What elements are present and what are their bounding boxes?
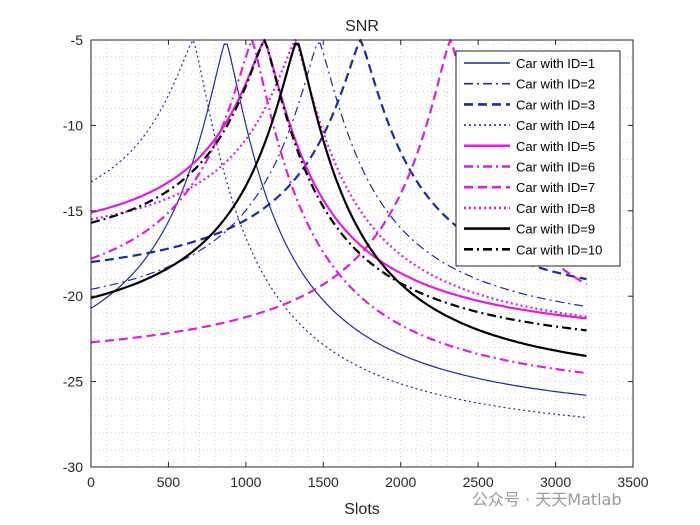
chart-title: SNR (345, 18, 379, 35)
series-line (90, 43, 587, 396)
legend-entry: Car with ID=4 (516, 118, 595, 133)
watermark-text: 公众号 · 天天Matlab (472, 490, 622, 509)
legend-box (455, 50, 621, 267)
plot-frame (90, 39, 634, 468)
y-tick-label: -20 (63, 288, 83, 304)
x-tick-label: 3500 (617, 474, 648, 490)
legend: Car with ID=1 Car with ID=2 Car with ID=3 C… (455, 50, 621, 267)
y-tick-label: -10 (63, 117, 83, 133)
series-line (90, 42, 587, 307)
series-line (90, 38, 587, 320)
legend-entry: Car with ID=8 (516, 201, 595, 216)
x-axis-title: Slots (344, 501, 380, 518)
legend-entry: Car with ID=1 (516, 56, 595, 71)
legend-entry: Car with ID=5 (516, 139, 595, 154)
y-tick-label: -5 (71, 32, 84, 48)
legend-entry: Car with ID=10 (516, 242, 602, 257)
legend-entry: Car with ID=2 (516, 77, 595, 92)
series-line (90, 39, 587, 419)
legend-entry: Car with ID=3 (516, 97, 595, 112)
x-tick-label: 2000 (385, 474, 416, 490)
x-tick-label: 500 (157, 474, 181, 490)
x-tick-label: 1000 (230, 474, 261, 490)
series-line (90, 38, 587, 318)
y-tick-label: -25 (63, 374, 83, 390)
x-tick-label: 1500 (308, 474, 339, 490)
x-tick-label: 0 (87, 474, 95, 490)
y-tick-label: -15 (63, 203, 83, 219)
legend-entry: Car with ID=9 (516, 222, 595, 237)
x-tick-label: 2500 (463, 474, 494, 490)
y-tick-label: -30 (63, 459, 83, 475)
series-line (90, 42, 587, 358)
legend-entry: Car with ID=7 (516, 180, 595, 195)
tick-layer: 0 500 1000 1500 2000 2500 3000 3500 -5 -10 -15 -20 -… (63, 32, 649, 490)
legend-entry: Car with ID=6 (516, 160, 595, 175)
series-line (90, 38, 587, 332)
x-tick-label: 3000 (540, 474, 571, 490)
